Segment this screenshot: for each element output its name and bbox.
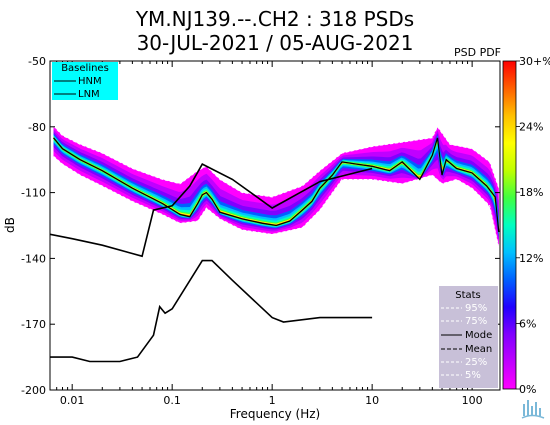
p25-legend-label: 25%	[465, 357, 487, 368]
x-tick-label: 100	[462, 394, 483, 407]
mode-line	[52, 137, 500, 233]
colorbar-ticks: 0% 6% 12% 18% 24% 30+%	[516, 55, 550, 396]
chart-title-line1: YM.NJ139.--.CH2 : 318 PSDs	[135, 7, 415, 31]
colorbar-tick-label: 24%	[519, 121, 543, 134]
pdf-density-band	[53, 131, 499, 240]
colorbar-tick-label: 12%	[519, 252, 543, 265]
x-axis: 0.01 0.1 1 10 100	[49, 61, 483, 407]
hnm-legend-label: HNM	[78, 76, 102, 87]
colorbar-tick-label: 6%	[519, 317, 536, 330]
y-axis: -50 -80 -110 -140 -170 -200	[21, 55, 500, 397]
pdf-density-layer	[53, 126, 499, 248]
lnm-legend-label: LNM	[78, 89, 100, 100]
mode-legend-label: Mode	[465, 330, 492, 341]
y-axis-label: dB	[3, 217, 17, 233]
hnm-line	[50, 163, 373, 258]
stats-legend-box	[439, 286, 498, 388]
p75-legend-label: 75%	[465, 316, 487, 327]
mean-legend-label: Mean	[465, 344, 492, 355]
baselines-legend: Baselines HNM LNM	[52, 62, 118, 100]
p05-legend-label: 5%	[465, 370, 481, 381]
chart-title-line2: 30-JUL-2021 / 05-AUG-2021	[136, 31, 414, 55]
colorbar-tick-label: 0%	[519, 383, 536, 396]
p05-line	[50, 152, 500, 248]
y-tick-label: -170	[21, 318, 46, 331]
logo-icon	[521, 400, 545, 419]
x-tick-label: 10	[365, 394, 379, 407]
pdf-density-band	[53, 133, 499, 238]
y-tick-label: -200	[21, 384, 46, 397]
x-tick-label: 1	[269, 394, 276, 407]
y-tick-label: -110	[21, 187, 46, 200]
line-layer	[50, 122, 500, 363]
colorbar-label: PSD PDF	[454, 46, 501, 59]
y-tick-label: -80	[28, 121, 46, 134]
colorbar-tick-label: 30+%	[519, 55, 550, 68]
x-axis-label: Frequency (Hz)	[230, 407, 321, 421]
y-tick-label: -50	[28, 55, 46, 68]
stats-legend-title: Stats	[455, 290, 481, 301]
p95-line	[50, 122, 500, 198]
lnm-line	[50, 259, 373, 363]
stats-legend: Stats 95% 75% Mode Mean 25% 5%	[439, 286, 498, 388]
y-tick-label: -140	[21, 252, 46, 265]
colorbar	[502, 60, 517, 390]
baselines-legend-title: Baselines	[61, 63, 109, 74]
colorbar-tick-label: 18%	[519, 186, 543, 199]
x-tick-label: 0.1	[163, 394, 181, 407]
x-tick-label: 0.01	[60, 394, 85, 407]
p95-legend-label: 95%	[465, 303, 487, 314]
plot-frame	[49, 60, 501, 391]
